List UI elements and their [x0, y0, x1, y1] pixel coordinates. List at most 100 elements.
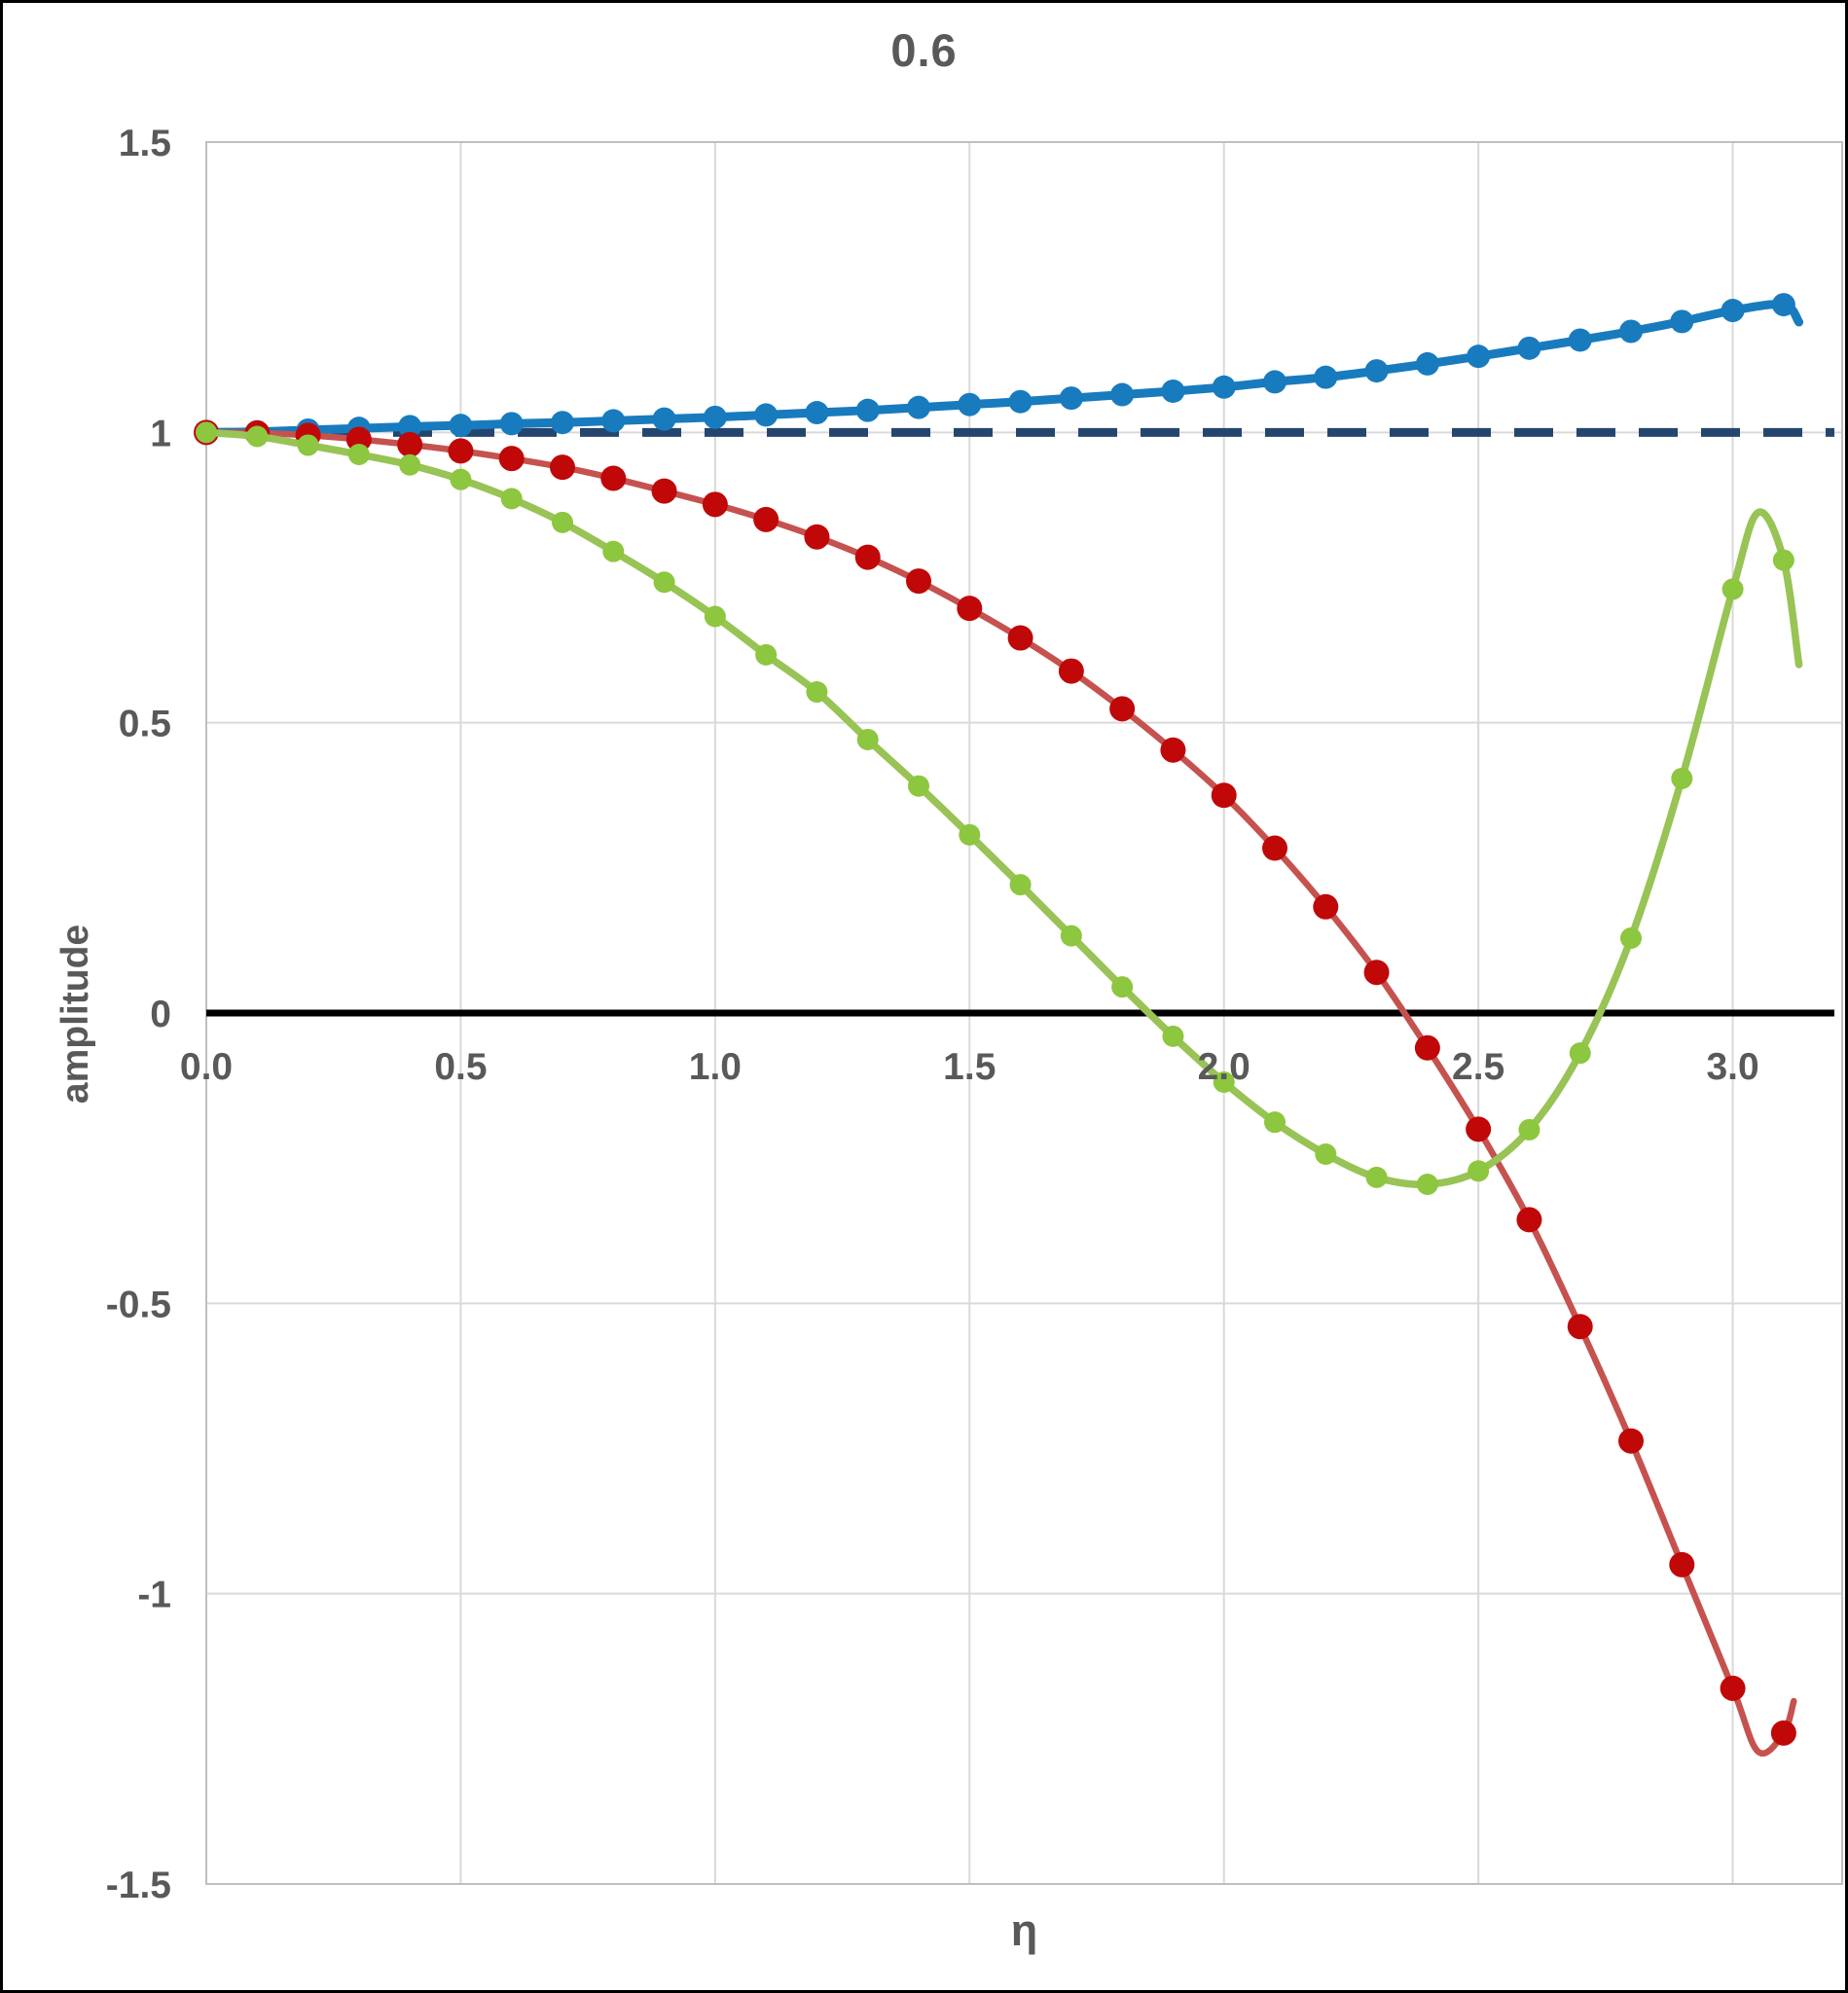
green-oscillating-amplitude-marker	[856, 728, 879, 750]
blue-growing-amplitude-marker	[652, 407, 676, 431]
green-oscillating-amplitude-marker	[959, 823, 981, 846]
green-oscillating-amplitude-marker	[1518, 1118, 1540, 1141]
green-oscillating-amplitude-marker	[1060, 924, 1082, 947]
green-oscillating-amplitude-marker	[1315, 1142, 1337, 1165]
green-oscillating-amplitude-marker	[806, 681, 828, 704]
x-tick-label: 3.0	[1706, 1046, 1758, 1088]
red-decreasing-amplitude-marker	[448, 438, 474, 464]
red-decreasing-amplitude-marker	[753, 506, 779, 532]
green-oscillating-amplitude-marker	[399, 453, 421, 476]
y-tick-label: -1	[137, 1575, 171, 1616]
green-oscillating-amplitude-marker	[297, 434, 319, 456]
blue-growing-amplitude-marker	[499, 412, 524, 436]
green-oscillating-amplitude-marker	[908, 775, 930, 797]
blue-growing-amplitude-marker	[1619, 319, 1644, 344]
x-tick-label: 1.0	[689, 1046, 742, 1088]
green-oscillating-amplitude-marker	[1264, 1111, 1286, 1134]
blue-growing-amplitude-marker	[958, 392, 982, 417]
blue-growing-amplitude-marker	[1568, 328, 1592, 352]
y-tick-label: 1	[150, 413, 171, 454]
blue-growing-amplitude-marker	[449, 414, 473, 438]
red-decreasing-amplitude-marker	[804, 524, 830, 550]
red-decreasing-amplitude-marker	[1567, 1314, 1593, 1340]
green-oscillating-amplitude-marker	[552, 511, 574, 533]
red-decreasing-amplitude-marker	[1262, 835, 1288, 861]
blue-growing-amplitude-marker	[1212, 375, 1236, 399]
red-decreasing-amplitude-marker	[1720, 1675, 1746, 1701]
green-oscillating-amplitude-marker	[1416, 1174, 1438, 1196]
x-tick-label: 0.0	[180, 1046, 233, 1088]
green-oscillating-amplitude-marker	[1365, 1166, 1388, 1188]
red-decreasing-amplitude-marker	[1007, 625, 1033, 651]
x-tick-label: 0.5	[434, 1046, 487, 1088]
red-decreasing-amplitude-marker	[1109, 696, 1136, 722]
green-oscillating-amplitude-marker	[196, 421, 217, 444]
red-decreasing-amplitude-marker	[1211, 782, 1237, 809]
red-decreasing-amplitude-marker	[1516, 1207, 1542, 1233]
green-oscillating-amplitude-marker	[1111, 976, 1134, 998]
blue-growing-amplitude-marker	[1517, 336, 1541, 360]
green-oscillating-amplitude-marker	[1671, 767, 1693, 789]
blue-growing-amplitude-marker	[1059, 386, 1083, 411]
red-decreasing-amplitude-marker	[345, 426, 372, 453]
green-oscillating-amplitude-marker	[653, 571, 675, 594]
blue-growing-amplitude-marker	[1161, 379, 1185, 403]
blue-growing-amplitude-marker	[855, 398, 880, 422]
blue-growing-amplitude-marker	[1263, 370, 1287, 394]
green-oscillating-amplitude-marker	[347, 444, 370, 466]
red-decreasing-amplitude-marker	[397, 431, 423, 457]
red-decreasing-amplitude-marker	[957, 596, 983, 622]
y-tick-label: -0.5	[106, 1284, 171, 1325]
blue-growing-amplitude-marker	[1008, 389, 1033, 414]
blue-growing-amplitude-marker	[1415, 351, 1439, 376]
blue-growing-amplitude-marker	[551, 411, 575, 435]
y-tick-label: 0.5	[119, 704, 171, 745]
red-decreasing-amplitude-marker	[1466, 1116, 1492, 1142]
red-decreasing-amplitude-marker	[1770, 1720, 1796, 1746]
blue-growing-amplitude-marker	[1721, 299, 1745, 323]
green-oscillating-amplitude-marker	[246, 425, 269, 448]
blue-growing-amplitude-marker	[1467, 344, 1491, 369]
green-oscillating-amplitude-marker	[1620, 927, 1643, 950]
green-oscillating-amplitude-marker	[450, 468, 472, 490]
x-axis-title: η	[1010, 1905, 1038, 1955]
blue-growing-amplitude-marker	[907, 395, 931, 419]
y-tick-label: 0	[150, 994, 171, 1035]
blue-growing-amplitude-marker	[1670, 309, 1694, 334]
green-oscillating-amplitude-marker	[1569, 1042, 1591, 1065]
red-decreasing-amplitude-marker	[702, 491, 728, 518]
red-decreasing-amplitude-marker	[854, 544, 881, 570]
green-oscillating-amplitude-marker	[755, 643, 778, 666]
chart-title: 0.6	[890, 24, 958, 76]
green-oscillating-amplitude-marker	[602, 540, 625, 562]
red-decreasing-amplitude-marker	[498, 446, 525, 472]
red-decreasing-amplitude-marker	[1363, 960, 1390, 986]
blue-growing-amplitude-marker	[805, 401, 829, 425]
blue-growing-amplitude-marker	[703, 405, 727, 429]
red-decreasing-amplitude-marker	[906, 568, 932, 595]
blue-growing-amplitude-marker	[601, 409, 626, 433]
green-oscillating-amplitude-marker	[704, 605, 726, 628]
blue-growing-amplitude-marker	[754, 403, 779, 427]
green-oscillating-amplitude-marker	[500, 488, 523, 510]
red-decreasing-amplitude-marker	[1669, 1551, 1695, 1577]
blue-growing-amplitude-line	[201, 300, 1804, 437]
y-tick-label: 1.5	[119, 123, 171, 164]
y-tick-label: -1.5	[106, 1865, 171, 1906]
blue-growing-amplitude-marker	[1771, 293, 1795, 317]
green-oscillating-amplitude-marker	[1721, 578, 1744, 600]
blue-growing-amplitude-marker	[1364, 359, 1389, 383]
red-decreasing-amplitude-marker	[1160, 737, 1186, 763]
red-decreasing-amplitude-marker	[600, 465, 627, 491]
red-decreasing-amplitude-marker	[1618, 1428, 1645, 1454]
x-tick-label: 2.0	[1198, 1046, 1250, 1088]
green-oscillating-amplitude-marker	[1162, 1025, 1184, 1047]
red-decreasing-amplitude-marker	[550, 454, 576, 481]
blue-growing-amplitude-marker	[398, 415, 422, 439]
green-oscillating-amplitude-marker	[1772, 549, 1794, 571]
green-oscillating-amplitude-marker	[1468, 1160, 1490, 1182]
green-oscillating-amplitude-marker	[1009, 874, 1032, 896]
x-tick-label: 1.5	[943, 1046, 996, 1088]
blue-growing-amplitude-marker	[1314, 365, 1338, 389]
